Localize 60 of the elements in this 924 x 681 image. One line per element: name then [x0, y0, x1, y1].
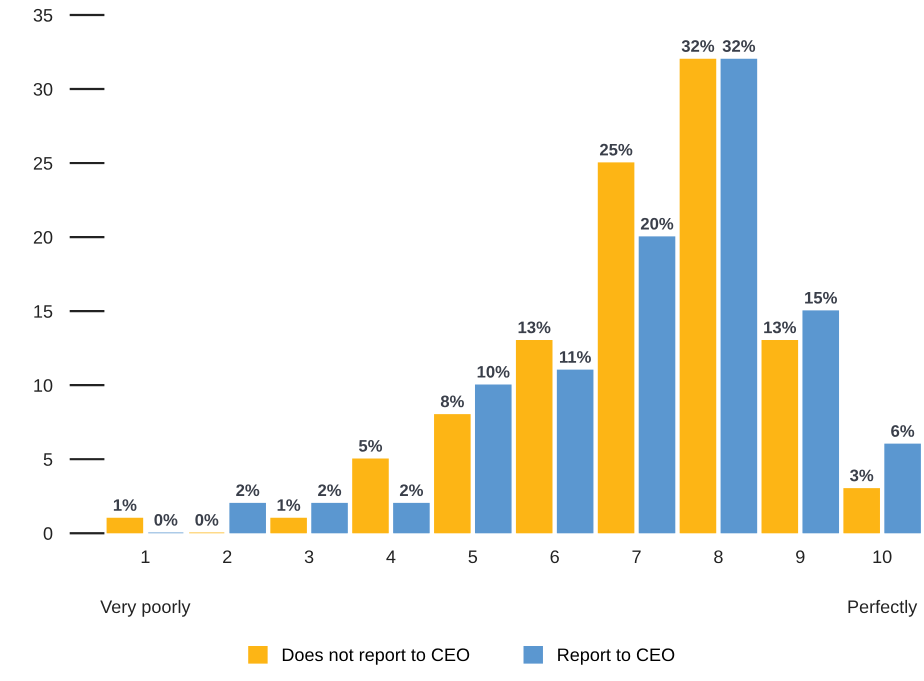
bar [106, 518, 144, 534]
data-label: 2% [318, 484, 342, 496]
bar [720, 58, 758, 534]
x-tick-label: 2 [223, 550, 232, 563]
bar [311, 502, 348, 534]
bar [762, 340, 798, 534]
legend-label: Report to CEO [558, 648, 674, 665]
data-label: 1% [114, 499, 136, 511]
bar [270, 518, 307, 534]
x-tick-label: 1 [142, 550, 150, 563]
bar [802, 310, 840, 534]
bar [352, 458, 389, 534]
bar [598, 162, 634, 534]
text: Perfectly [848, 600, 918, 617]
data-label: 5% [358, 440, 382, 452]
x-tick-label: 9 [796, 550, 804, 564]
x-tick-label: 5 [468, 550, 478, 564]
y-tick-label: 10 [34, 379, 52, 392]
y-tick-label: 30 [34, 82, 52, 96]
data-label: 25% [600, 144, 632, 156]
data-label: 2% [236, 484, 260, 496]
data-label: 0% [195, 514, 218, 526]
data-label: 32% [722, 40, 756, 52]
data-label: 2% [400, 484, 424, 496]
data-label: 6% [891, 425, 914, 437]
data-label: 1% [278, 499, 300, 511]
bar [884, 444, 921, 534]
bar [393, 502, 430, 534]
y-tick-label: 15 [34, 305, 52, 318]
data-label: 15% [805, 292, 837, 304]
data-label: 0% [154, 514, 178, 526]
text: Very poorly [100, 600, 190, 617]
data-label: 8% [440, 396, 464, 408]
bar [229, 502, 266, 534]
data-label: 20% [640, 218, 674, 230]
x-tick-label: 6 [550, 550, 559, 564]
data-label: 3% [850, 470, 874, 482]
data-label: 32% [682, 40, 714, 52]
y-tick-label: 20 [34, 231, 52, 244]
bar [516, 340, 553, 534]
y-tick-label: 25 [34, 156, 52, 170]
data-label: 13% [518, 321, 550, 334]
y-tick-label: 5 [44, 453, 52, 466]
data-label: 13% [764, 321, 796, 334]
x-tick-label: 3 [304, 550, 314, 564]
x-tick-label: 7 [632, 550, 641, 563]
data-label: 11% [560, 351, 591, 363]
x-tick-label: 4 [386, 550, 396, 563]
legend-label: Does not report to CEO [282, 648, 470, 665]
x-tick-label: 8 [714, 550, 723, 564]
bar [556, 370, 594, 534]
bar [474, 384, 512, 534]
data-label: 10% [478, 366, 510, 378]
bar [638, 236, 676, 534]
y-tick-label: 0 [44, 527, 52, 540]
y-tick-label: 35 [34, 8, 52, 22]
x-tick-label: 10 [873, 550, 892, 564]
bar [434, 414, 471, 534]
bar [680, 58, 716, 534]
bar [843, 488, 880, 534]
